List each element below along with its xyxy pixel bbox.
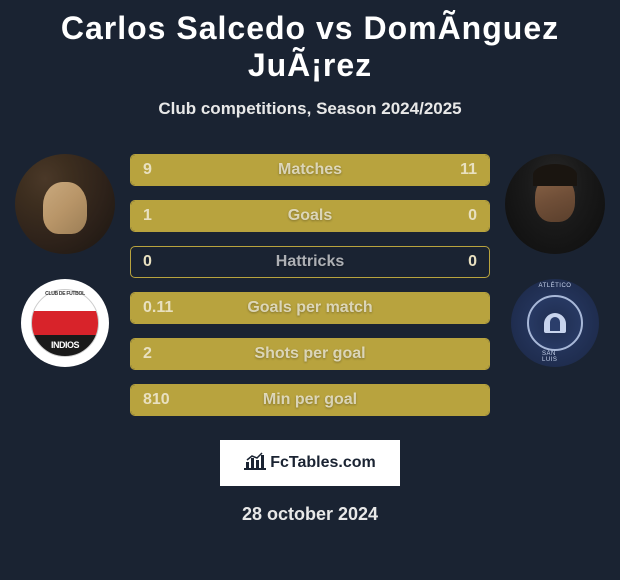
stat-bar-goals-per-match: 0.11 Goals per match <box>130 292 490 324</box>
subtitle: Club competitions, Season 2024/2025 <box>0 99 620 119</box>
player-left-club-logo <box>21 279 109 367</box>
chart-icon <box>244 452 266 475</box>
stat-bar-left-fill <box>131 155 292 185</box>
stat-value-right: 0 <box>468 253 477 271</box>
stat-value-left: 9 <box>143 161 152 179</box>
stat-value-left: 2 <box>143 345 152 363</box>
stat-value-right: 0 <box>468 207 477 225</box>
player-left-avatar <box>15 154 115 254</box>
footer-date: 28 october 2024 <box>0 504 620 525</box>
stat-value-left: 1 <box>143 207 152 225</box>
stat-bar-hattricks: 0 Hattricks 0 <box>130 246 490 278</box>
stat-label: Hattricks <box>276 253 344 271</box>
site-badge: FcTables.com <box>220 440 400 486</box>
stat-value-left: 0 <box>143 253 152 271</box>
stat-label: Min per goal <box>263 391 357 409</box>
stat-label: Goals <box>288 207 332 225</box>
player-left-column <box>10 154 120 367</box>
stat-bar-min-per-goal: 810 Min per goal <box>130 384 490 416</box>
stat-label: Shots per goal <box>254 345 365 363</box>
stat-value-left: 810 <box>143 391 170 409</box>
stat-bar-goals: 1 Goals 0 <box>130 200 490 232</box>
stat-value-left: 0.11 <box>143 299 173 317</box>
comparison-row: 9 Matches 11 1 Goals 0 0 Hattricks 0 <box>0 154 620 430</box>
stat-value-right: 11 <box>460 161 477 179</box>
stat-label: Goals per match <box>247 299 372 317</box>
stat-bar-shots-per-goal: 2 Shots per goal <box>130 338 490 370</box>
player-right-column <box>500 154 610 367</box>
page-title: Carlos Salcedo vs DomÃ­nguez JuÃ¡rez <box>0 10 620 84</box>
player-right-avatar <box>505 154 605 254</box>
stat-label: Matches <box>278 161 342 179</box>
site-name: FcTables.com <box>270 454 376 472</box>
player-right-club-logo <box>511 279 599 367</box>
stat-bar-matches: 9 Matches 11 <box>130 154 490 186</box>
stats-column: 9 Matches 11 1 Goals 0 0 Hattricks 0 <box>120 154 500 430</box>
